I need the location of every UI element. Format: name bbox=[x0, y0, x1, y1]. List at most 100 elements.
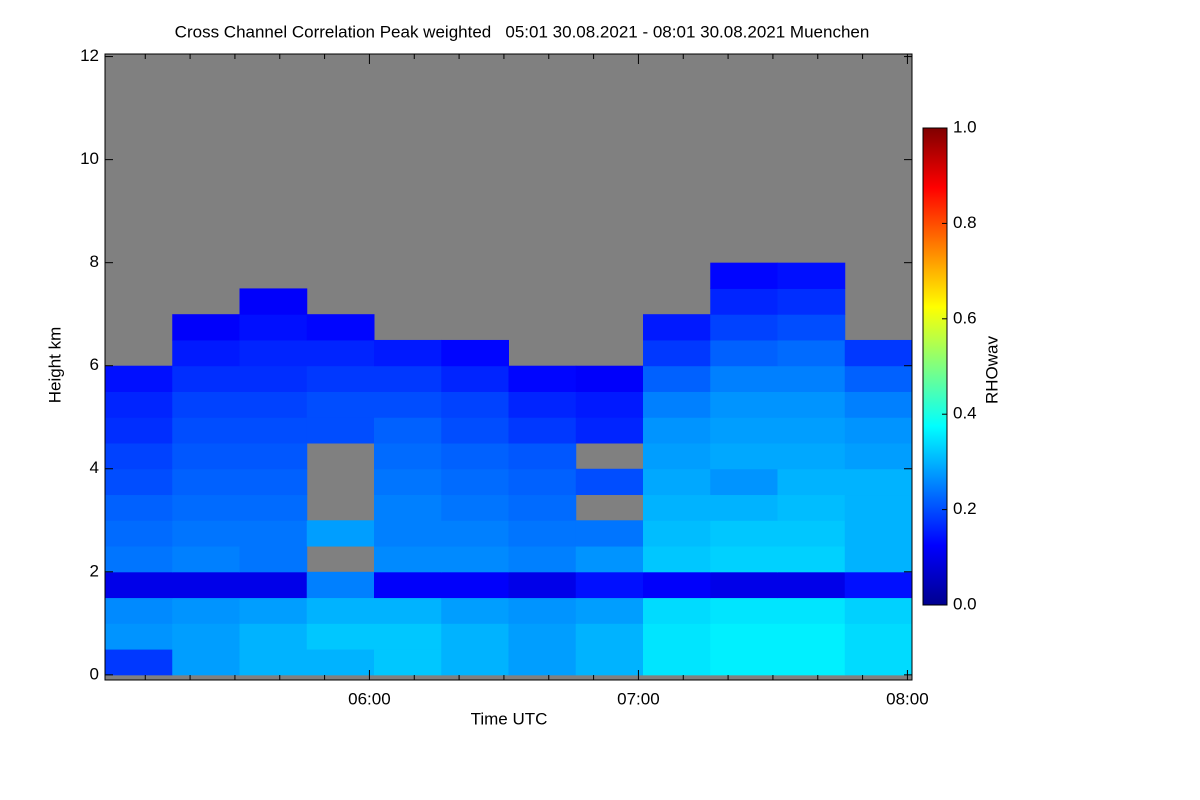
heatmap-cell bbox=[643, 442, 711, 470]
heatmap-cell bbox=[575, 597, 644, 624]
heatmap-cell bbox=[105, 391, 173, 418]
heatmap-cell bbox=[575, 623, 644, 650]
heatmap-cell bbox=[777, 468, 846, 496]
heatmap-cell bbox=[105, 520, 173, 547]
heatmap-cell bbox=[441, 597, 509, 624]
heatmap-cell bbox=[508, 494, 577, 521]
y-tick-label: 6 bbox=[90, 355, 99, 374]
heatmap-cell bbox=[575, 571, 644, 599]
heatmap-cell bbox=[844, 649, 913, 676]
heatmap-cell bbox=[710, 288, 778, 315]
heatmap-cell bbox=[508, 571, 577, 599]
heatmap-cell bbox=[239, 314, 308, 341]
heatmap-cell bbox=[710, 623, 778, 650]
heatmap-cell bbox=[575, 365, 644, 392]
heatmap-cell bbox=[508, 468, 577, 496]
heatmap-cell bbox=[710, 314, 778, 341]
heatmap-cell bbox=[105, 442, 173, 470]
heatmap-cell bbox=[441, 442, 509, 470]
heatmap-cell bbox=[239, 494, 308, 521]
heatmap-cell bbox=[172, 649, 240, 676]
y-tick-label: 4 bbox=[90, 458, 99, 477]
y-tick-label: 10 bbox=[80, 149, 99, 168]
heatmap-cell bbox=[777, 571, 846, 599]
heatmap-cell bbox=[105, 546, 173, 573]
heatmap-cell bbox=[777, 288, 846, 315]
heatmap-cell bbox=[575, 468, 644, 496]
heatmap-cell bbox=[239, 365, 308, 392]
y-axis-label: Height km bbox=[45, 327, 64, 404]
heatmap-cell bbox=[172, 520, 240, 547]
heatmap-cell bbox=[441, 546, 509, 573]
heatmap-cell bbox=[172, 623, 240, 650]
heatmap-cell bbox=[172, 597, 240, 624]
heatmap-cell bbox=[777, 442, 846, 470]
heatmap-cell bbox=[508, 391, 577, 418]
heatmap-cell bbox=[710, 546, 778, 573]
heatmap-cell bbox=[710, 597, 778, 624]
x-axis-label: Time UTC bbox=[471, 709, 548, 728]
y-tick-label: 8 bbox=[90, 252, 99, 271]
heatmap-cell bbox=[441, 391, 509, 418]
colorbar-label: RHOwav bbox=[982, 335, 1001, 404]
y-tick-label: 12 bbox=[80, 46, 99, 65]
heatmap-cell bbox=[374, 546, 442, 573]
heatmap-cell bbox=[374, 417, 442, 444]
colorbar bbox=[922, 127, 948, 606]
heatmap-cell bbox=[306, 417, 375, 444]
heatmap-cell bbox=[777, 417, 846, 444]
heatmap-cell bbox=[710, 442, 778, 470]
heatmap-cell bbox=[441, 649, 509, 676]
heatmap-cell bbox=[643, 571, 711, 599]
heatmap-cell bbox=[172, 314, 240, 341]
x-tick-label: 06:00 bbox=[348, 689, 391, 708]
x-tick-label: 07:00 bbox=[617, 689, 660, 708]
heatmap-cell bbox=[441, 339, 509, 367]
heatmap-cell bbox=[710, 391, 778, 418]
heatmap-cell bbox=[306, 314, 375, 341]
heatmap-cell bbox=[172, 494, 240, 521]
heatmap-cell bbox=[575, 649, 644, 676]
heatmap-cell bbox=[441, 494, 509, 521]
x-tick-label: 08:00 bbox=[886, 689, 929, 708]
heatmap-cell bbox=[105, 597, 173, 624]
heatmap-cell bbox=[710, 339, 778, 367]
heatmap-cell bbox=[777, 339, 846, 367]
heatmap-cell bbox=[172, 571, 240, 599]
heatmap-cell bbox=[508, 520, 577, 547]
colorbar-tick-label: 0.4 bbox=[953, 404, 977, 423]
heatmap-cell bbox=[777, 546, 846, 573]
heatmap-cell bbox=[172, 546, 240, 573]
heatmap-cell bbox=[172, 391, 240, 418]
heatmap-cell bbox=[643, 546, 711, 573]
heatmap-cell bbox=[172, 442, 240, 470]
heatmap-cell bbox=[105, 494, 173, 521]
heatmap-cell bbox=[844, 365, 913, 392]
heatmap-cell bbox=[777, 314, 846, 341]
heatmap-cell bbox=[643, 520, 711, 547]
heatmap-cell bbox=[777, 262, 846, 289]
heatmap-cell bbox=[844, 339, 913, 367]
heatmap-cell bbox=[441, 468, 509, 496]
heatmap-cell bbox=[441, 417, 509, 444]
heatmap-cell bbox=[306, 571, 375, 599]
heatmap-cell bbox=[172, 339, 240, 367]
heatmap-cell bbox=[374, 597, 442, 624]
heatmap-cell bbox=[239, 571, 308, 599]
heatmap-cell bbox=[844, 468, 913, 496]
heatmap-cell bbox=[777, 365, 846, 392]
heatmap-cell bbox=[374, 571, 442, 599]
heatmap-cell bbox=[374, 442, 442, 470]
heatmap-cell bbox=[777, 597, 846, 624]
heatmap-cell bbox=[844, 442, 913, 470]
heatmap-cell bbox=[239, 520, 308, 547]
heatmap-cell bbox=[172, 417, 240, 444]
heatmap-cell bbox=[306, 339, 375, 367]
heatmap-cell bbox=[239, 468, 308, 496]
heatmap-cell bbox=[508, 623, 577, 650]
heatmap-cell bbox=[777, 391, 846, 418]
heatmap-cell bbox=[643, 597, 711, 624]
heatmap-cell bbox=[239, 442, 308, 470]
heatmap-cell bbox=[710, 571, 778, 599]
